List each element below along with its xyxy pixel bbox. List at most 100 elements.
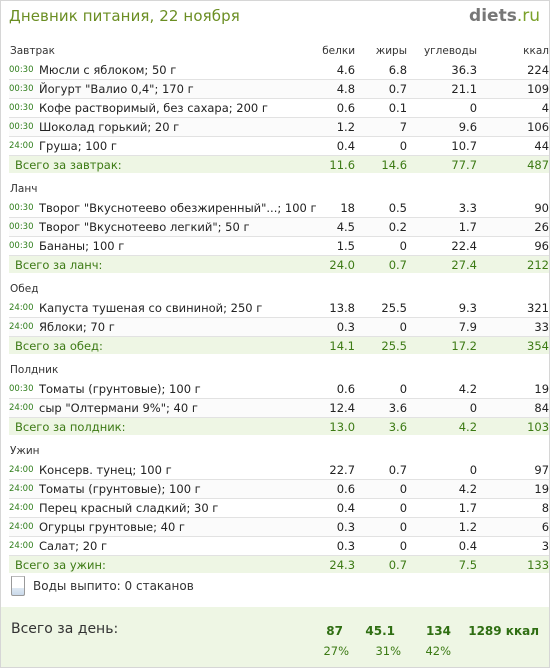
food-kcal: 96 (477, 236, 549, 256)
food-name: Творог "Вкуснотеево легкий"; 50 г (39, 217, 317, 237)
day-fat: 45.1 (365, 624, 395, 638)
food-time: 00:30 (9, 98, 39, 118)
food-time: 24:00 (9, 479, 39, 499)
column-spacer (355, 179, 407, 199)
column-spacer (407, 360, 477, 380)
food-row[interactable]: 24:00 сыр "Олтермани 9%"; 40 г 12.4 3.6 0 84 (9, 398, 550, 418)
column-spacer (317, 279, 355, 299)
column-spacer (407, 279, 477, 299)
food-carbs: 0 (407, 398, 478, 418)
meal-total-row: Всего за полдник: 13.0 3.6 4.2 103 (9, 417, 550, 435)
meal-total-carbs: 4.2 (407, 417, 478, 435)
food-fat: 0 (355, 498, 408, 518)
food-fat: 0 (355, 536, 408, 556)
food-row[interactable]: 00:30 Творог "Вкуснотеево обезжиренный"..… (9, 199, 549, 218)
food-kcal: 6 (477, 517, 550, 537)
food-kcal: 224 (477, 61, 550, 80)
column-spacer (477, 279, 549, 299)
column-spacer (407, 179, 477, 199)
column-header-kcal: ккал (523, 45, 550, 57)
food-protein: 1.5 (317, 236, 355, 256)
column-spacer (407, 441, 477, 461)
food-fat: 3.6 (355, 398, 408, 418)
meal-table: Ланч 00:30 Творог "Вкуснотеево обезжиренны… (9, 179, 549, 273)
food-fat: 0 (355, 380, 408, 399)
day-fat-pct: 31% (375, 644, 401, 658)
meal-total-label: Всего за обед: (9, 336, 317, 354)
water-intake: Воды выпито: 0 стаканов (11, 576, 194, 600)
food-fat: 0.5 (355, 199, 407, 218)
food-time: 24:00 (9, 317, 39, 337)
food-carbs: 1.7 (407, 217, 477, 237)
meal-title: Завтрак (10, 45, 55, 57)
food-name: сыр "Олтермани 9%"; 40 г (39, 398, 318, 418)
meal-total-fat: 25.5 (355, 336, 407, 354)
food-time: 24:00 (9, 461, 39, 480)
food-fat: 0 (355, 479, 408, 499)
food-fat: 0.1 (355, 98, 408, 118)
meal-total-kcal: 487 (477, 155, 550, 173)
food-carbs: 22.4 (407, 236, 477, 256)
column-spacer (355, 441, 407, 461)
food-row[interactable]: 24:00 Томаты (грунтовые); 100 г 0.6 0 4.2 19 (9, 479, 550, 499)
food-kcal: 321 (477, 299, 549, 318)
logo-main: diets (469, 6, 517, 26)
food-carbs: 3.3 (407, 199, 477, 218)
food-row[interactable]: 24:00 Огурцы грунтовые; 40 г 0.3 0 1.2 6 (9, 517, 550, 537)
meal-total-kcal: 354 (477, 336, 549, 354)
food-row[interactable]: 00:30 Бананы; 100 г 1.5 0 22.4 96 (9, 236, 549, 256)
site-logo[interactable]: diets.ru (469, 6, 540, 26)
food-row[interactable]: 24:00 Яблоки; 70 г 0.3 0 7.9 33 (9, 317, 549, 337)
food-row[interactable]: 00:30 Кофе растворимый, без сахара; 200 г… (9, 98, 550, 118)
food-time: 24:00 (9, 398, 39, 418)
food-row[interactable]: 00:30 Йогурт "Валио 0,4"; 170 г 4.8 0.7 21.1… (9, 79, 550, 99)
food-name: Творог "Вкуснотеево обезжиренный"...; 10… (39, 199, 317, 218)
meal-total-kcal: 103 (477, 417, 550, 435)
column-spacer (317, 441, 355, 461)
food-row[interactable]: 00:30 Томаты (грунтовые); 100 г 0.6 0 4.2 19 (9, 380, 550, 399)
food-row[interactable]: 00:30 Творог "Вкуснотеево легкий"; 50 г 4.… (9, 217, 549, 237)
food-time: 00:30 (9, 199, 39, 218)
food-kcal: 84 (477, 398, 550, 418)
meal-total-fat: 0.7 (355, 255, 407, 273)
food-kcal: 109 (477, 79, 550, 99)
logo-suffix: .ru (516, 6, 540, 26)
food-kcal: 19 (477, 479, 550, 499)
meal-section: Завтрак белки жиры углеводы ккал 00:30 Мюсли с… (1, 41, 550, 179)
food-row[interactable]: 24:00 Салат; 20 г 0.3 0 0.4 3 (9, 536, 550, 556)
food-time: 00:30 (9, 79, 39, 99)
column-spacer (477, 360, 549, 380)
water-text: Воды выпито: 0 стаканов (33, 579, 194, 593)
food-row[interactable]: 24:00 Перец красный сладкий; 30 г 0.4 0 1.7 8 (9, 498, 550, 518)
day-carbs: 134 (425, 624, 451, 638)
meal-header-row: Ланч (9, 179, 549, 199)
food-row[interactable]: 00:30 Мюсли с яблоком; 50 г 4.6 6.8 36.3 224 (9, 61, 550, 80)
food-kcal: 97 (477, 461, 550, 480)
food-fat: 0.7 (355, 461, 408, 480)
food-row[interactable]: 24:00 Груша; 100 г 0.4 0 10.7 44 (9, 136, 550, 156)
food-carbs: 0 (407, 98, 478, 118)
food-protein: 0.6 (317, 479, 356, 499)
food-row[interactable]: 00:30 Шоколад горький; 20 г 1.2 7 9.6 106 (9, 117, 550, 137)
food-row[interactable]: 24:00 Консерв. тунец; 100 г 22.7 0.7 0 97 (9, 461, 550, 480)
meal-total-fat: 14.6 (355, 155, 408, 173)
meal-total-carbs: 27.4 (407, 255, 477, 273)
meal-header-row: Полдник (9, 360, 549, 380)
meals-list: Завтрак белки жиры углеводы ккал 00:30 Мюсли с… (1, 41, 550, 579)
meal-total-carbs: 77.7 (407, 155, 478, 173)
column-spacer (317, 179, 355, 199)
meal-title: Обед (10, 283, 39, 295)
food-carbs: 10.7 (407, 136, 478, 156)
meal-total-protein: 24.3 (317, 555, 356, 573)
food-time: 00:30 (9, 61, 39, 80)
meal-total-protein: 24.0 (317, 255, 355, 273)
food-name: Шоколад горький; 20 г (39, 117, 318, 137)
food-protein: 0.4 (317, 498, 356, 518)
meal-header-row: Завтрак белки жиры углеводы ккал (9, 41, 549, 61)
water-glass-icon[interactable] (11, 576, 25, 596)
meal-title: Полдник (10, 364, 59, 376)
food-carbs: 9.6 (407, 117, 478, 137)
meal-title: Ужин (10, 445, 40, 457)
food-name: Йогурт "Валио 0,4"; 170 г (39, 79, 318, 99)
